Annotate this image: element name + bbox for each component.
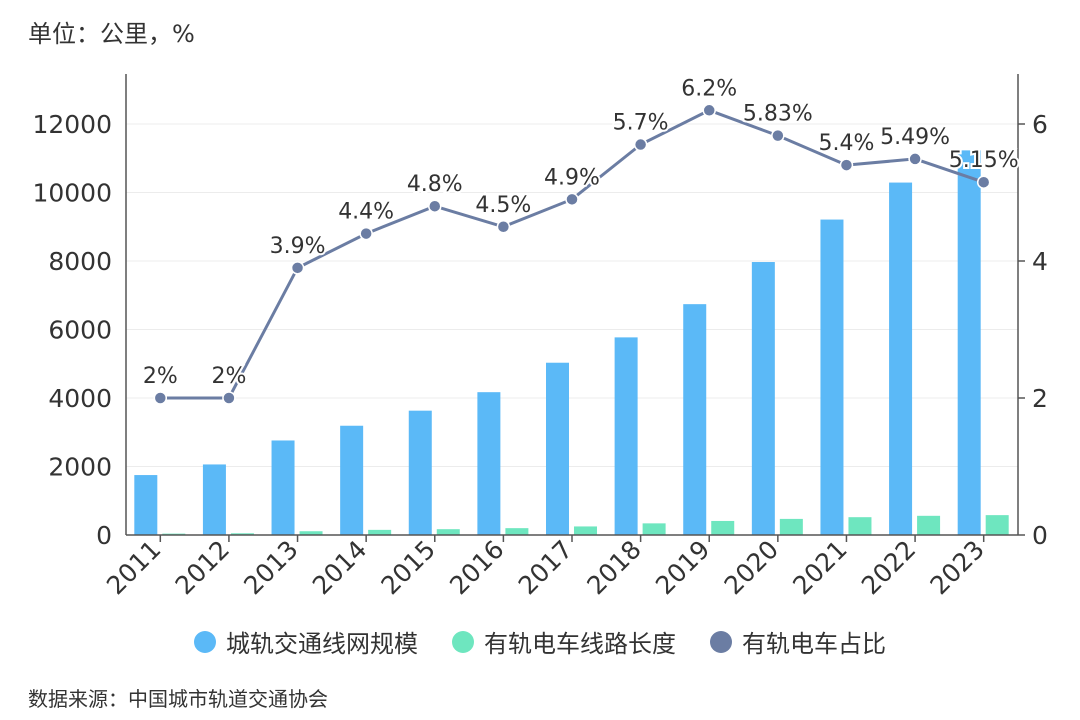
x-tick-label: 2020 (719, 535, 784, 600)
legend-label-tram: 有轨电车线路长度 (484, 630, 676, 658)
legend-item-tram[interactable]: 有轨电车线路长度 (452, 624, 676, 659)
bar-network (408, 410, 432, 535)
left-tick-label: 12000 (32, 110, 112, 139)
share-data-label: 6.2% (681, 76, 737, 101)
share-line (153, 103, 991, 405)
legend-label-network: 城轨交通线网规模 (226, 630, 418, 658)
x-tick-label: 2016 (444, 535, 509, 600)
left-tick-label: 6000 (48, 316, 112, 345)
x-tick-label: 2015 (376, 535, 441, 600)
bar-tram (779, 518, 803, 535)
left-tick-label: 0 (96, 521, 112, 550)
bar-network (134, 475, 158, 535)
share-data-label: 5.49% (880, 125, 950, 150)
bars (134, 150, 1009, 535)
share-point (633, 137, 648, 152)
bar-network (477, 392, 501, 535)
bar-tram (368, 529, 392, 535)
x-tick-label: 2014 (307, 535, 372, 600)
bar-network (202, 464, 226, 535)
share-point (359, 226, 373, 241)
share-point (771, 128, 785, 143)
bar-tram (642, 523, 666, 535)
bar-network (751, 262, 775, 535)
bar-network (271, 440, 295, 535)
source-note: 数据来源：中国城市轨道交通协会 (28, 687, 328, 711)
right-tick-label: 2 (1032, 384, 1048, 413)
share-point (976, 175, 991, 189)
left-tick-label: 2000 (48, 453, 112, 482)
bar-network (614, 337, 638, 535)
legend-swatch-network (194, 630, 216, 653)
share-data-label: 5.83% (743, 102, 813, 127)
share-point (290, 261, 305, 275)
legend-label-share: 有轨电车占比 (742, 630, 886, 658)
data-labels: 2% 2%3.9%4.4%4.8%4.5%4.9%5.7%6.2%5.83%5.4… (141, 74, 1021, 391)
share-point (428, 199, 442, 213)
bar-tram (230, 533, 254, 535)
bar-tram (505, 528, 529, 535)
unit-label: 单位：公里，% (28, 20, 195, 48)
bar-network (820, 219, 844, 535)
x-tick-label: 2017 (513, 535, 578, 600)
x-tick-label: 2012 (170, 535, 235, 600)
share-point (153, 391, 168, 405)
share-point (839, 158, 854, 172)
share-point (908, 152, 922, 166)
left-tick-label: 8000 (48, 247, 112, 276)
share-data-label: 4.8% (407, 172, 463, 197)
share-point (222, 391, 236, 405)
bar-network (683, 304, 707, 535)
legend: 城轨交通线网规模 有轨电车线路长度 有轨电车占比 (0, 624, 1080, 659)
x-tick-label: 2021 (787, 535, 852, 600)
bar-tram (985, 515, 1009, 535)
legend-swatch-share (710, 630, 732, 653)
share-data-label: 5.4% (819, 131, 875, 156)
share-data-label: 5.7% (613, 111, 669, 136)
share-point (565, 192, 579, 207)
bar-network (957, 150, 981, 535)
legend-item-network[interactable]: 城轨交通线网规模 (194, 624, 418, 659)
x-tick-label: 2023 (924, 535, 989, 600)
bar-network (889, 182, 913, 535)
x-tick-label: 2019 (650, 535, 715, 600)
bar-tram (711, 520, 735, 535)
share-point (496, 220, 511, 234)
bar-tram (436, 529, 460, 535)
right-tick-label: 0 (1032, 521, 1048, 550)
bar-tram (299, 531, 323, 535)
share-data-label: 4.4% (338, 200, 394, 225)
bar-tram (574, 526, 597, 535)
share-point (702, 103, 716, 118)
legend-item-share[interactable]: 有轨电车占比 (710, 624, 886, 659)
bar-tram (848, 517, 872, 535)
legend-swatch-tram (452, 630, 474, 653)
share-data-label: 4.9% (544, 165, 600, 190)
share-data-label: 5.15% (949, 148, 1019, 173)
x-tick-label: 2022 (856, 535, 921, 600)
right-tick-label: 6 (1032, 110, 1048, 139)
share-data-label: 2% (211, 364, 246, 389)
x-tick-label: 2013 (238, 535, 303, 600)
share-data-label: 4.5% (475, 193, 531, 218)
left-tick-label: 10000 (32, 179, 112, 208)
right-tick-label: 4 (1032, 247, 1048, 276)
x-tick-label: 2018 (581, 535, 646, 600)
left-tick-label: 4000 (48, 384, 112, 413)
bar-tram (917, 515, 941, 535)
share-data-label: 3.9% (270, 234, 326, 259)
bar-network (340, 425, 364, 535)
share-data-label: 2% (143, 364, 178, 389)
bar-network (546, 362, 569, 535)
